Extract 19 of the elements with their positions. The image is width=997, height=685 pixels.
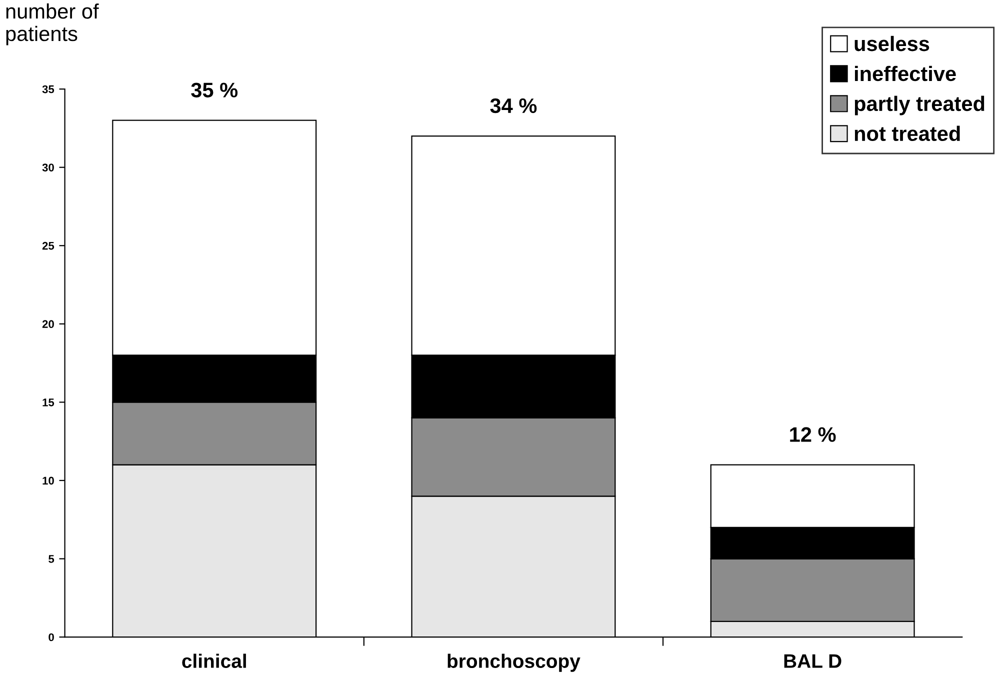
legend-label: not treated: [854, 126, 960, 142]
legend-label: ineffective: [854, 66, 956, 82]
x-tick-label: bronchoscopy: [448, 654, 580, 672]
y-tick-label: 10: [42, 476, 54, 485]
legend-label: useless: [854, 36, 930, 52]
y-axis-title: number of patients: [6, 3, 99, 46]
total-label: 35 %: [191, 82, 238, 98]
y-tick-label: 35: [42, 85, 54, 94]
x-tick-label: clinical: [182, 654, 246, 668]
total-label: 34 %: [490, 98, 537, 114]
legend-label: partly treated: [854, 96, 984, 116]
x-tick-label: BAL D: [784, 654, 842, 668]
y-tick-label: 30: [42, 164, 54, 172]
y-tick-label: 5: [48, 555, 54, 563]
y-tick-label: 25: [42, 242, 54, 250]
y-tick-label: 20: [42, 320, 54, 328]
y-tick-label: 0: [48, 633, 54, 642]
y-tick-label: 15: [42, 398, 54, 406]
total-label: 12 %: [790, 427, 836, 442]
